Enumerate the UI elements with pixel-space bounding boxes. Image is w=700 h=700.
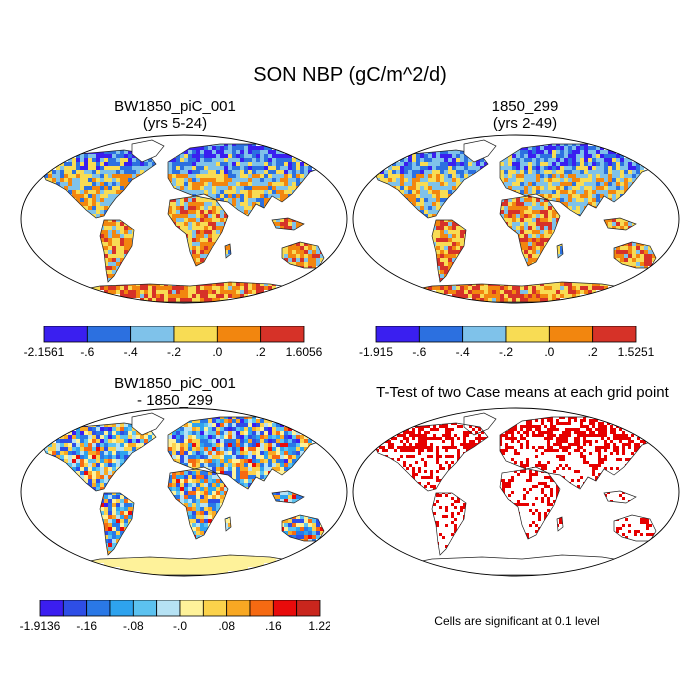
- panel-1-title-line1: BW1850_piC_001: [10, 98, 340, 115]
- colorbar-tick-label: -.0: [173, 619, 187, 633]
- colorbar-tick-label: 1.5251: [618, 345, 655, 359]
- colorbar-tick-label: .08: [218, 619, 235, 633]
- panel-3-title: BW1850_piC_001 - 1850_299: [10, 375, 340, 409]
- panel-1-title: BW1850_piC_001 (yrs 5-24): [10, 98, 340, 132]
- colorbar-swatch: [250, 600, 273, 616]
- colorbar-tick-label: -.4: [456, 345, 470, 359]
- colorbar-tick-label: .2: [588, 345, 598, 359]
- map-panel-4-ttest: [352, 407, 680, 577]
- colorbar-swatch: [180, 600, 203, 616]
- colorbar-swatch: [217, 326, 260, 342]
- colorbar-panel-3: -1.9136 -.16 -.08 -.0 .08 .16 1.22: [20, 600, 330, 634]
- map-panel-3-difference: [20, 407, 348, 577]
- colorbar-swatch: [273, 600, 296, 616]
- colorbar-swatch: [133, 600, 156, 616]
- colorbar-tick-label: -.16: [76, 619, 97, 633]
- colorbar-tick-label: -.2: [167, 345, 181, 359]
- map-panel-2: [352, 134, 680, 304]
- colorbar-swatch: [40, 600, 63, 616]
- figure-title: SON NBP (gC/m^2/d): [0, 64, 700, 87]
- colorbar-swatch: [593, 326, 636, 342]
- panel-3-title-line1: BW1850_piC_001: [10, 375, 340, 392]
- map-panel-1: [20, 134, 348, 304]
- colorbar-tick-label: -1.915: [359, 345, 393, 359]
- colorbar-tick-label: .16: [265, 619, 282, 633]
- colorbar-swatch: [110, 600, 133, 616]
- colorbar-swatch: [174, 326, 217, 342]
- colorbar-tick-label: 1.6056: [286, 345, 323, 359]
- colorbar-tick-label: -.6: [80, 345, 94, 359]
- colorbar-swatch: [463, 326, 506, 342]
- colorbar-swatch: [44, 326, 87, 342]
- colorbar-tick-label: .2: [256, 345, 266, 359]
- panel-1-title-line2: (yrs 5-24): [10, 115, 340, 132]
- colorbar-swatch: [87, 600, 110, 616]
- colorbar-tick-label: -.08: [123, 619, 144, 633]
- colorbar-panel-2: -1.915 -.6 -.4 -.2 .0 .2 1.5251: [352, 326, 662, 360]
- panel-4-title: T-Test of two Case means at each grid po…: [345, 384, 700, 401]
- colorbar-swatch: [227, 600, 250, 616]
- colorbar-tick-label: -.4: [124, 345, 138, 359]
- ocean-area: [353, 408, 679, 576]
- colorbar-swatch: [63, 600, 86, 616]
- colorbar-tick-label: -1.9136: [20, 619, 61, 633]
- colorbar-swatch: [87, 326, 130, 342]
- colorbar-tick-label: .0: [544, 345, 554, 359]
- colorbar-tick-label: -.6: [412, 345, 426, 359]
- colorbar-swatch: [131, 326, 174, 342]
- colorbar-swatch: [376, 326, 419, 342]
- colorbar-tick-label: -.2: [499, 345, 513, 359]
- colorbar-panel-1: -2.1561 -.6 -.4 -.2 .0 .2 1.6056: [20, 326, 330, 360]
- colorbar-swatch: [419, 326, 462, 342]
- significance-note: Cells are significant at 0.1 level: [352, 614, 682, 628]
- colorbar-swatch: [549, 326, 592, 342]
- colorbar-swatch: [157, 600, 180, 616]
- colorbar-swatch: [203, 600, 226, 616]
- colorbar-swatch: [261, 326, 304, 342]
- colorbar-tick-label: .0: [212, 345, 222, 359]
- panel-2-title-line2: (yrs 2-49): [360, 115, 690, 132]
- colorbar-tick-label: -2.1561: [24, 345, 65, 359]
- panel-2-title-line1: 1850_299: [360, 98, 690, 115]
- colorbar-tick-label: 1.22: [308, 619, 330, 633]
- colorbar-swatch: [506, 326, 549, 342]
- colorbar-swatch: [297, 600, 320, 616]
- panel-2-title: 1850_299 (yrs 2-49): [360, 98, 690, 132]
